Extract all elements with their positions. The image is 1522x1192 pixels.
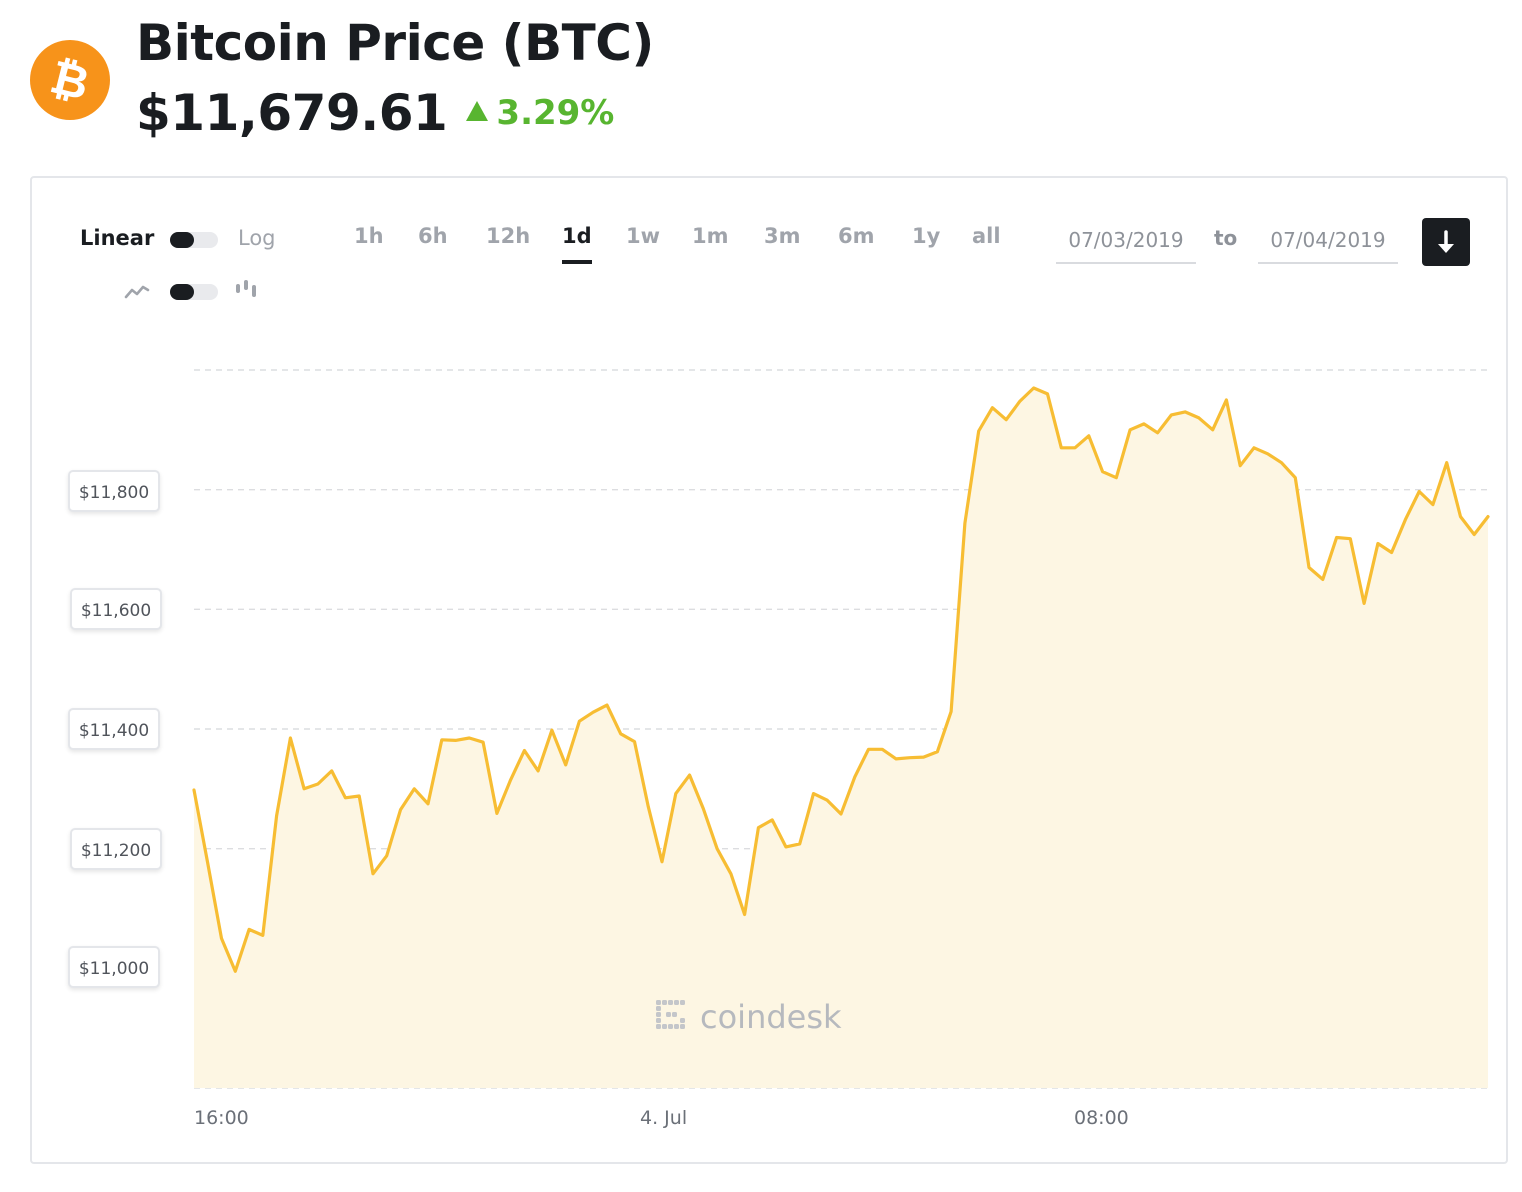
x-tick-label: 08:00 xyxy=(1074,1107,1129,1129)
range-1d[interactable]: 1d xyxy=(562,224,592,264)
y-tick-label: $11,000 xyxy=(68,946,160,988)
price-change-value: 3.29% xyxy=(496,93,615,133)
range-12h[interactable]: 12h xyxy=(486,224,531,248)
chart-card: 16:00 4. Jul 08:00 coindesk Linear Log 1h 6… xyxy=(30,176,1508,1164)
candlestick-icon[interactable] xyxy=(234,278,262,302)
page-title: Bitcoin Price (BTC) xyxy=(136,14,654,72)
scale-log-label[interactable]: Log xyxy=(238,226,276,250)
scale-toggle[interactable] xyxy=(170,232,218,248)
date-range-separator: to xyxy=(1214,226,1238,250)
download-icon xyxy=(1438,230,1454,253)
y-tick-label: $11,800 xyxy=(68,470,160,512)
range-1m[interactable]: 1m xyxy=(692,224,729,248)
range-6m[interactable]: 6m xyxy=(838,224,875,248)
price-area-fill xyxy=(194,388,1488,1088)
y-tick-label: $11,600 xyxy=(70,588,162,630)
bitcoin-icon: ₿ xyxy=(30,40,110,120)
scale-linear-label[interactable]: Linear xyxy=(80,226,155,250)
price-row: $11,679.61 3.29% xyxy=(136,84,614,142)
price-header: ₿ Bitcoin Price (BTC) $11,679.61 3.29% xyxy=(30,0,830,160)
date-from-input[interactable] xyxy=(1056,218,1196,264)
range-1h[interactable]: 1h xyxy=(354,224,384,248)
range-1y[interactable]: 1y xyxy=(912,224,941,248)
range-all[interactable]: all xyxy=(972,224,1001,248)
chart-type-toggle[interactable] xyxy=(170,284,218,300)
coindesk-watermark: coindesk xyxy=(656,998,842,1036)
range-1w[interactable]: 1w xyxy=(626,224,661,248)
price-line xyxy=(192,386,1490,973)
date-to-input[interactable] xyxy=(1258,218,1398,264)
coindesk-logo-icon xyxy=(656,1000,685,1029)
watermark-text: coindesk xyxy=(700,998,842,1036)
current-price: $11,679.61 xyxy=(136,84,448,142)
up-arrow-icon xyxy=(466,101,489,121)
x-tick-label: 4. Jul xyxy=(640,1107,687,1129)
download-button[interactable] xyxy=(1422,218,1470,266)
price-chart: 16:00 4. Jul 08:00 coindesk xyxy=(192,369,1490,1129)
x-tick-label: 16:00 xyxy=(194,1107,249,1129)
y-tick-label: $11,400 xyxy=(68,708,160,750)
toggle-knob xyxy=(170,284,194,300)
range-6h[interactable]: 6h xyxy=(418,224,448,248)
toggle-knob xyxy=(170,232,194,248)
price-change: 3.29% xyxy=(466,93,614,133)
line-chart-icon[interactable] xyxy=(124,282,150,302)
y-tick-label: $11,200 xyxy=(70,828,162,870)
range-3m[interactable]: 3m xyxy=(764,224,801,248)
